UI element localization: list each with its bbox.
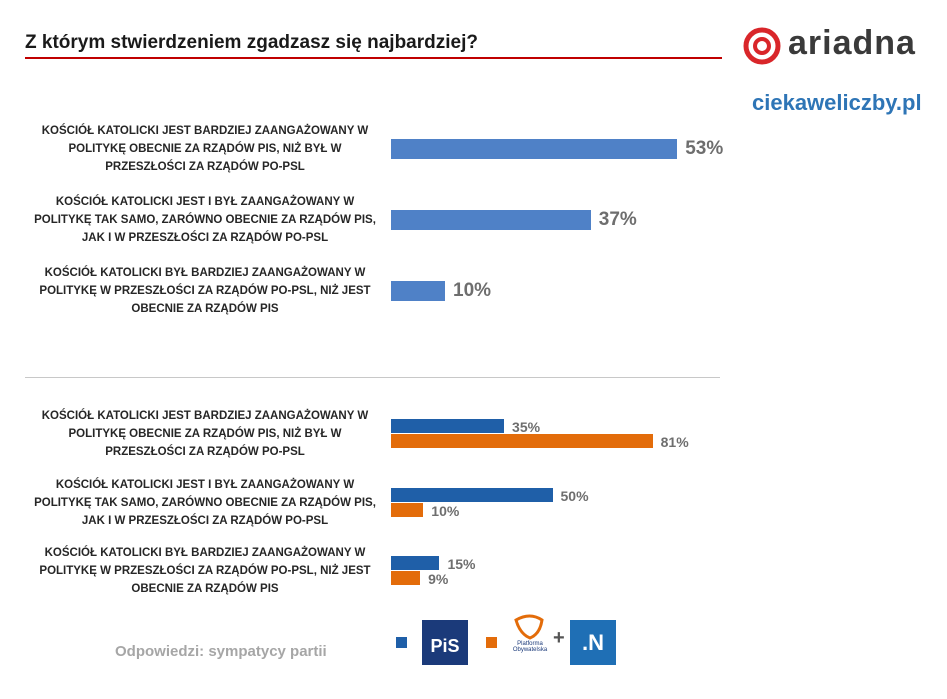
title: Z którym stwierdzeniem zgadzasz się najb… (25, 32, 478, 53)
value-label: 10% (431, 502, 460, 519)
legend-logo-icon (514, 614, 544, 640)
bar (391, 503, 424, 517)
legend-swatch (486, 637, 497, 648)
value-label: 35% (512, 418, 541, 435)
brand: ariadna (788, 24, 916, 62)
value-label: 10% (453, 280, 492, 301)
bar (391, 434, 653, 448)
site: ciekaweliczby.pl (752, 90, 922, 115)
bar (391, 488, 553, 502)
bar (391, 419, 505, 433)
bar (391, 571, 421, 585)
brand-logo (743, 27, 781, 65)
legend-logo: .N (570, 620, 616, 665)
separator (25, 377, 720, 378)
category-label: KOŚCIÓŁ KATOLICKI JEST I BYŁ ZAANGAŻOWAN… (34, 196, 376, 244)
category-label: KOŚCIÓŁ KATOLICKI BYŁ BARDZIEJ ZAANGAŻOW… (39, 547, 371, 595)
value-label: 50% (560, 487, 589, 504)
bar (391, 556, 440, 570)
category-label: KOŚCIÓŁ KATOLICKI BYŁ BARDZIEJ ZAANGAŻOW… (39, 267, 371, 315)
bar (391, 139, 678, 159)
bar (391, 281, 445, 301)
category-label: KOŚCIÓŁ KATOLICKI JEST I BYŁ ZAANGAŻOWAN… (34, 479, 376, 527)
value-label: 15% (447, 555, 476, 572)
value-label: 81% (660, 433, 689, 450)
category-label: KOŚCIÓŁ KATOLICKI JEST BARDZIEJ ZAANGAŻO… (41, 410, 369, 458)
legend-logo: PiS (422, 620, 468, 665)
legend-swatch (396, 637, 407, 648)
legend-plus: + (553, 627, 565, 649)
footer-note: Odpowiedzi: sympatycy partii (115, 643, 327, 660)
value-label: 9% (428, 570, 449, 587)
title-rule (25, 57, 722, 59)
value-label: 53% (685, 138, 724, 159)
value-label: 37% (598, 209, 637, 230)
category-label: KOŚCIÓŁ KATOLICKI JEST BARDZIEJ ZAANGAŻO… (41, 125, 369, 173)
legend-logo: Platforma Obywatelska (512, 641, 548, 653)
bar (391, 210, 591, 230)
